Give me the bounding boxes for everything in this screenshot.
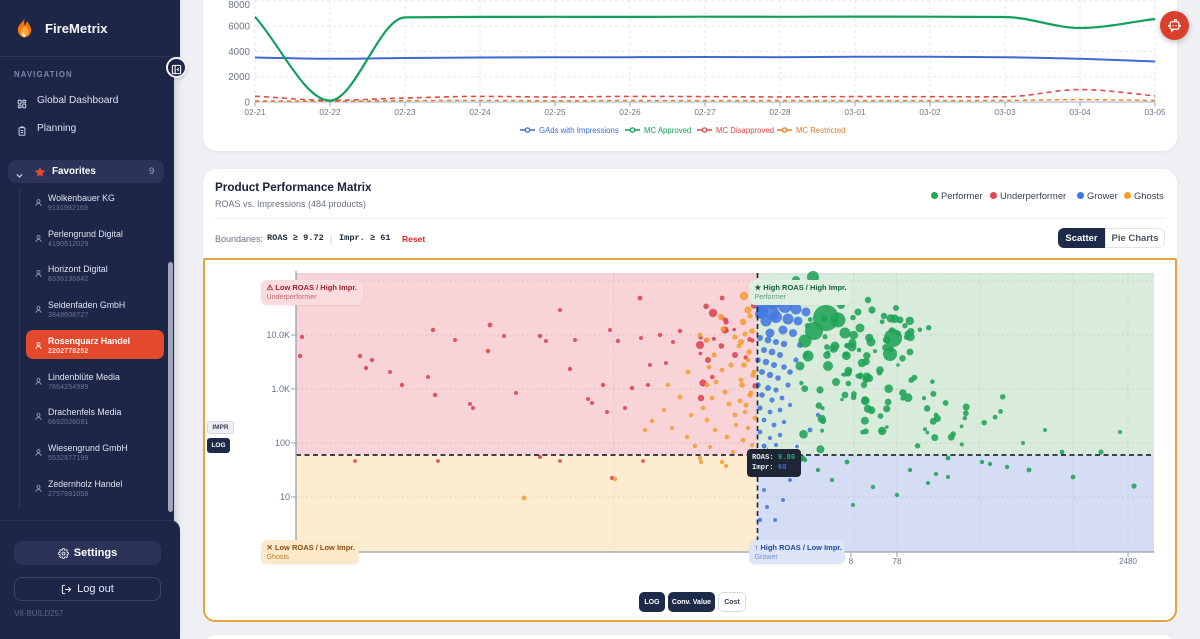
svg-text:02-25: 02-25 [544, 107, 566, 117]
svg-text:03-01: 03-01 [844, 107, 866, 117]
svg-text:03-04: 03-04 [1069, 107, 1091, 117]
svg-text:78: 78 [893, 557, 902, 566]
svg-text:2000: 2000 [228, 72, 250, 83]
svg-text:02-21: 02-21 [244, 107, 266, 117]
svg-text:MC Restricted: MC Restricted [796, 126, 845, 135]
svg-text:MC Approved: MC Approved [644, 126, 691, 135]
svg-text:02-23: 02-23 [394, 107, 416, 117]
svg-text:8000: 8000 [228, 0, 250, 11]
svg-text:8: 8 [849, 557, 854, 566]
svg-text:100: 100 [275, 438, 290, 448]
svg-text:02-24: 02-24 [469, 107, 491, 117]
svg-text:4000: 4000 [228, 47, 250, 58]
svg-text:6000: 6000 [228, 22, 250, 33]
svg-text:1.0K: 1.0K [271, 384, 290, 394]
svg-text:02-22: 02-22 [319, 107, 341, 117]
svg-text:03-02: 03-02 [919, 107, 941, 117]
svg-text:MC Disapproved: MC Disapproved [716, 126, 774, 135]
svg-text:03-05: 03-05 [1144, 107, 1166, 117]
svg-text:02-28: 02-28 [769, 107, 791, 117]
svg-text:GAds with Impressions: GAds with Impressions [539, 126, 619, 135]
svg-text:02-27: 02-27 [694, 107, 716, 117]
svg-text:2480: 2480 [1119, 557, 1137, 566]
svg-text:10: 10 [280, 492, 290, 502]
svg-text:02-26: 02-26 [619, 107, 641, 117]
svg-text:10.0K: 10.0K [266, 330, 290, 340]
svg-text:0: 0 [245, 97, 251, 108]
svg-text:03-03: 03-03 [994, 107, 1016, 117]
